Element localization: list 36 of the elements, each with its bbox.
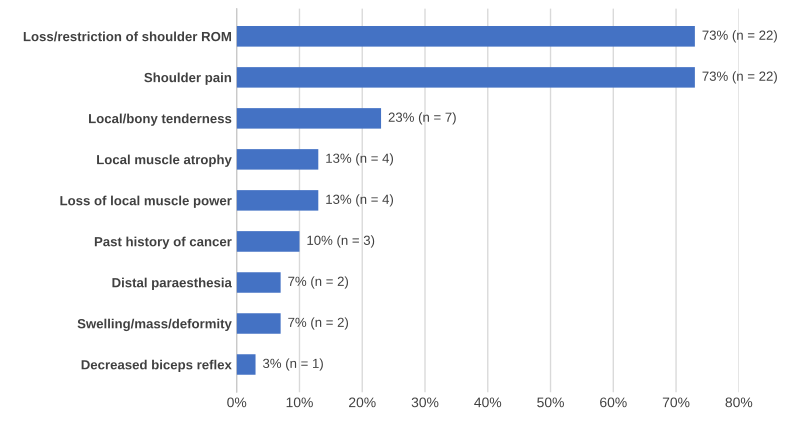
- y-tick-label: Shoulder pain: [144, 72, 232, 85]
- bar: [236, 231, 300, 252]
- y-tick-label: Loss/restriction of shoulder ROM: [24, 32, 231, 42]
- x-tick-label: 10%: [286, 397, 313, 408]
- bar: [236, 108, 382, 129]
- x-tick-label: 50%: [537, 397, 564, 408]
- x-tick-label: 40%: [474, 397, 502, 408]
- x-tick-label: 70%: [662, 397, 690, 408]
- y-tick-label: Local muscle atrophy: [97, 154, 232, 167]
- y-tick-label: Distal paraesthesia: [112, 278, 232, 290]
- x-tick-label: 0%: [227, 397, 246, 408]
- y-tick-label: Decreased biceps reflex: [82, 360, 232, 372]
- y-tick-label: Swelling/mass/deformity: [78, 318, 232, 332]
- bar: [236, 26, 695, 47]
- x-tick-label: 60%: [600, 397, 627, 408]
- y-tick-label: Local/bony tenderness: [89, 114, 232, 126]
- x-tick-label: 30%: [412, 397, 438, 408]
- data-label: 7% (n = 2): [288, 317, 348, 330]
- x-tick-label: 20%: [349, 397, 376, 408]
- bar: [236, 190, 318, 211]
- data-label: 10% (n = 3): [307, 235, 374, 248]
- bar: [236, 272, 281, 293]
- data-label: 7% (n = 2): [288, 276, 348, 289]
- x-tick-label: 80%: [726, 397, 752, 408]
- bar: [236, 354, 256, 375]
- y-tick-label: Past history of cancer: [94, 236, 232, 249]
- bar: [236, 313, 281, 334]
- data-label: 3% (n = 1): [262, 358, 323, 371]
- y-tick-label: Loss of local muscle power: [60, 196, 232, 208]
- data-label: 23% (n = 7): [388, 112, 456, 125]
- data-label: 73% (n = 22): [702, 71, 777, 84]
- data-label: 73% (n = 22): [702, 30, 777, 42]
- data-label: 13% (n = 4): [326, 153, 393, 166]
- bar: [236, 149, 318, 170]
- data-label: 13% (n = 4): [326, 194, 393, 207]
- bar: [236, 67, 695, 88]
